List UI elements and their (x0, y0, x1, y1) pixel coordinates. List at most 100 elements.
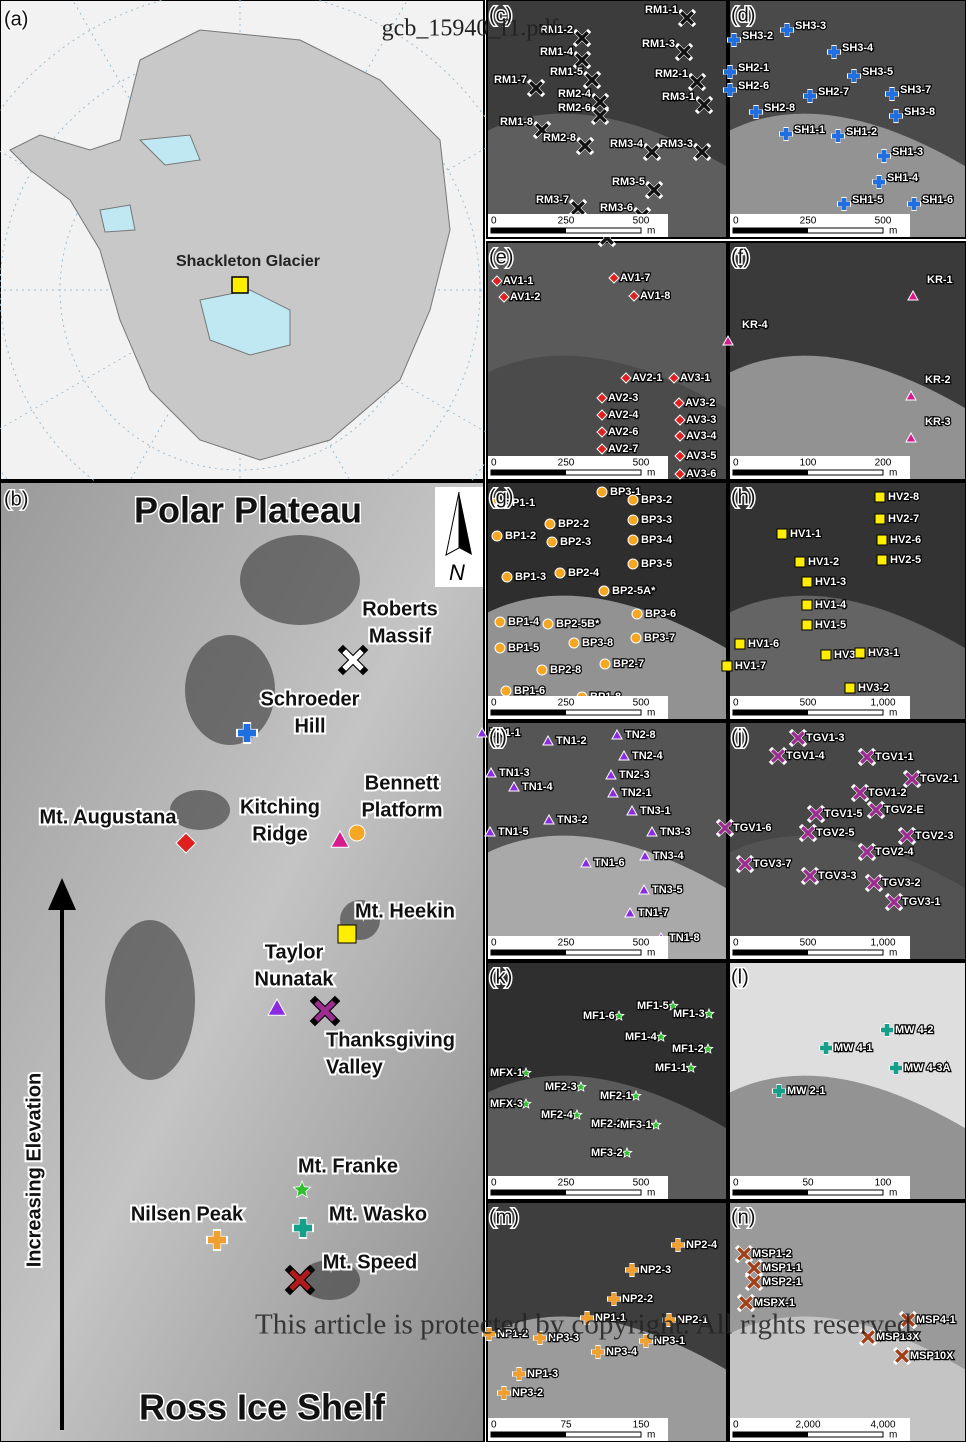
scale-label: 250 (558, 698, 575, 709)
marker (537, 665, 547, 675)
site-label: TN1-7 (638, 907, 669, 919)
marker (492, 531, 502, 541)
site-label: MF1-5 (637, 1000, 669, 1012)
site-label: Valley (326, 1056, 384, 1078)
site-label: KR-2 (925, 374, 951, 386)
scale-bar (733, 1190, 808, 1195)
site-label: MW 2-1 (787, 1085, 826, 1097)
marker (597, 487, 607, 497)
marker (631, 633, 641, 643)
panel-bottom: Ross Ice Shelf (139, 1387, 386, 1428)
site-label: RM2-4 (558, 88, 592, 100)
site-label: TGV1-3 (806, 732, 845, 744)
scale-bar (491, 228, 566, 233)
marker (735, 639, 745, 649)
scale-label: 0 (491, 216, 497, 227)
site-label: Mt. Wasko (329, 1203, 427, 1225)
north-label: N (449, 560, 465, 585)
scale-label: m (647, 468, 655, 479)
scale-label: 0 (733, 1178, 739, 1189)
site-label: NP3-2 (512, 1387, 543, 1399)
site-label: MF2-2 (591, 1118, 623, 1130)
site-label: HV2-8 (888, 491, 919, 503)
site-label: BP2-7 (613, 658, 644, 670)
site-label: TN1-2 (556, 735, 587, 747)
site-label: MF2-4 (541, 1109, 574, 1121)
marker (628, 495, 638, 505)
marker (555, 568, 565, 578)
site-label: TGV3-1 (902, 896, 941, 908)
marker (877, 535, 887, 545)
site-label: SH1-2 (846, 126, 877, 138)
scale-label: 250 (558, 458, 575, 469)
site-label: HV1-1 (790, 528, 821, 540)
marker (349, 825, 365, 841)
scale-label: 250 (558, 216, 575, 227)
marker (802, 620, 812, 630)
site-label: MF1-1 (655, 1062, 687, 1074)
site-label: HV3-2 (858, 682, 889, 694)
site-label: BP2-5B* (556, 618, 600, 630)
site-label: SH1-1 (794, 124, 825, 136)
marker (855, 648, 865, 658)
site-label: MF1-2 (672, 1043, 704, 1055)
site-label: RM3-5 (612, 176, 645, 188)
scale-label: m (647, 708, 655, 719)
site-label: SH1-4 (887, 172, 919, 184)
scale-label: m (647, 1188, 655, 1199)
site-label: MSPX-1 (754, 1297, 795, 1309)
scale-bar (491, 470, 566, 475)
site-label: MFX-1 (490, 1067, 523, 1079)
site-label: AV1-2 (510, 291, 540, 303)
site-label: MW 4-1 (834, 1042, 873, 1054)
site-label: RM2-6 (558, 102, 591, 114)
site-label: TGV2-1 (920, 773, 959, 785)
site-label: AV3-1 (680, 372, 710, 384)
site-label: BP3-3 (641, 514, 672, 526)
site-label: NP1-3 (527, 1368, 558, 1380)
site-label: MF1-6 (583, 1010, 615, 1022)
scale-label: 0 (733, 698, 739, 709)
scale-label: 0 (491, 698, 497, 709)
site-label: Mt. Augustana (39, 806, 177, 828)
rock-outcrop (105, 920, 195, 1080)
panel-letter: (f) (731, 246, 750, 268)
rock-outcrop (240, 535, 360, 625)
site-label: BP3-7 (644, 632, 675, 644)
site-label: RM1-8 (500, 116, 533, 128)
site-label: HV2-5 (890, 554, 921, 566)
site-label: Nunatak (255, 968, 335, 990)
scale-label: 50 (802, 1178, 814, 1189)
site-label: RM1-5 (550, 66, 583, 78)
scale-label: m (889, 948, 897, 959)
scale-bar (733, 228, 808, 233)
scale-label: 0 (733, 458, 739, 469)
watermark: This article is protected by copyright. … (255, 1309, 919, 1341)
site-label: HV2-7 (888, 513, 919, 525)
site-label: TN1-5 (498, 826, 529, 838)
site-label: AV3-6 (686, 468, 716, 480)
figure: Shackleton Glacier(a)NPolar PlateauRoss … (0, 0, 966, 1442)
site-label: Schroeder (261, 688, 360, 710)
panel-letter: (l) (731, 966, 749, 988)
site-label: AV2-3 (608, 392, 638, 404)
marker (632, 609, 642, 619)
site-label: RM1-3 (642, 38, 675, 50)
site-label: AV1-1 (503, 275, 533, 287)
site-label: BP2-3 (560, 536, 591, 548)
marker (877, 555, 887, 565)
site-label: HV1-5 (815, 619, 846, 631)
site-label: HV1-6 (748, 638, 779, 650)
site-label: RM1-7 (494, 74, 527, 86)
site-label: AV1-8 (640, 290, 670, 302)
site-label: BP3-6 (645, 608, 676, 620)
site-label: AV3-2 (685, 397, 715, 409)
panel-letter: (m) (489, 1206, 519, 1228)
panel-title: Polar Plateau (134, 490, 362, 531)
rock-outcrop (170, 790, 230, 830)
site-label: NP2-4 (686, 1239, 718, 1251)
marker (802, 577, 812, 587)
site-label: SH2-1 (738, 62, 769, 74)
marker (569, 638, 579, 648)
site-label: TGV3-2 (882, 877, 921, 889)
